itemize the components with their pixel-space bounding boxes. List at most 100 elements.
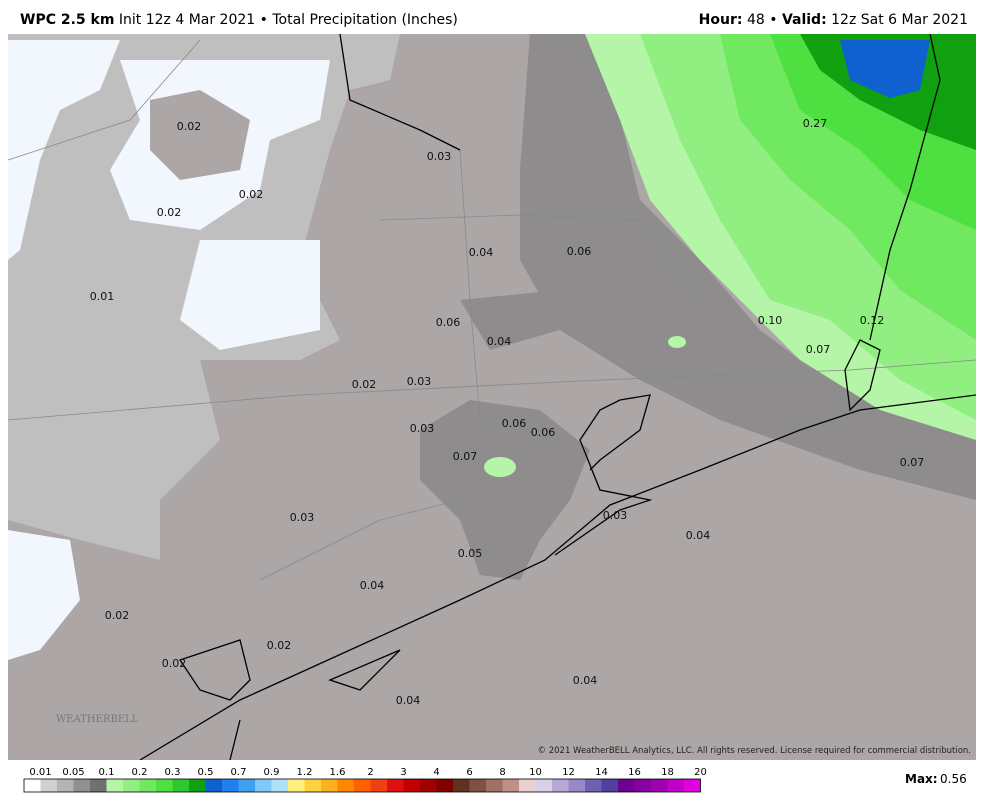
map-label: 0.06 <box>531 426 556 439</box>
colorbar-swatch <box>618 779 635 792</box>
colorbar-swatch <box>453 779 470 792</box>
colorbar-swatch <box>370 779 387 792</box>
map-label: 0.04 <box>686 529 711 542</box>
header-right: Hour: 48 • Valid: 12z Sat 6 Mar 2021 <box>699 12 968 28</box>
header: WPC 2.5 km Init 12z 4 Mar 2021 • Total P… <box>0 0 984 34</box>
colorbar-swatch <box>123 779 140 792</box>
colorbar-swatch <box>40 779 57 792</box>
colorbar-label: 0.01 <box>29 767 51 778</box>
colorbar-label: 3 <box>400 767 406 778</box>
colorbar-label: 14 <box>595 767 608 778</box>
colorbar-swatch <box>667 779 684 792</box>
map-label: 0.02 <box>352 378 377 391</box>
colorbar-swatch <box>354 779 371 792</box>
colorbar-swatch <box>321 779 338 792</box>
map-label: 0.03 <box>603 509 628 522</box>
colorbar-swatch <box>684 779 701 792</box>
colorbar-swatch <box>57 779 74 792</box>
map-label: 0.03 <box>290 511 315 524</box>
map-label: 0.02 <box>162 657 187 670</box>
colorbar-label: 1.6 <box>330 767 346 778</box>
valid-label: Valid: <box>781 12 827 28</box>
colorbar-label: 1.2 <box>297 767 313 778</box>
colorbar-swatch <box>651 779 668 792</box>
map-label: 0.06 <box>567 245 592 258</box>
map-label: 0.06 <box>502 417 527 430</box>
valid: 12z Sat 6 Mar 2021 <box>831 12 968 28</box>
map-label: 0.04 <box>396 694 421 707</box>
map-label: 0.03 <box>410 422 435 435</box>
colorbar-swatch <box>585 779 602 792</box>
colorbar-swatch <box>436 779 453 792</box>
colorbar-label: 18 <box>661 767 674 778</box>
colorbar-swatch <box>205 779 222 792</box>
logo: WEATHERBELL <box>56 714 139 725</box>
colorbar-swatch <box>601 779 618 792</box>
model: WPC 2.5 km <box>20 12 115 28</box>
sep: • <box>259 12 268 28</box>
colorbar-swatch <box>106 779 123 792</box>
map-label: 0.03 <box>407 375 432 388</box>
colorbar-swatch <box>634 779 651 792</box>
header-left: WPC 2.5 km Init 12z 4 Mar 2021 • Total P… <box>20 12 458 28</box>
colorbar-swatch <box>552 779 569 792</box>
colorbar-swatch <box>403 779 420 792</box>
colorbar-label: 4 <box>433 767 439 778</box>
colorbar-swatch <box>420 779 437 792</box>
map-label: 0.06 <box>436 316 461 329</box>
max-value: 0.56 <box>940 772 967 786</box>
map-label: 0.01 <box>90 290 115 303</box>
max-label: Max: <box>905 772 938 786</box>
colorbar-label: 0.5 <box>198 767 214 778</box>
copyright: © 2021 WeatherBELL Analytics, LLC. All r… <box>538 746 971 756</box>
colorbar-swatch <box>288 779 305 792</box>
colorbar-swatch <box>486 779 503 792</box>
map-label: 0.02 <box>267 639 292 652</box>
colorbar-label: 0.1 <box>99 767 115 778</box>
colorbar-swatch <box>387 779 404 792</box>
colorbar-label: 20 <box>694 767 707 778</box>
colorbar-swatch <box>90 779 107 792</box>
colorbar-label: 8 <box>499 767 505 778</box>
colorbar-frame <box>23 778 701 793</box>
map-label: 0.02 <box>157 206 182 219</box>
colorbar-swatch <box>222 779 239 792</box>
map-label: 0.02 <box>177 120 202 133</box>
map-label: 0.03 <box>427 150 452 163</box>
map-label: 0.07 <box>900 456 925 469</box>
colorbar-swatch <box>337 779 354 792</box>
map-label: 0.05 <box>458 547 483 560</box>
hour-label: Hour: <box>698 12 743 28</box>
colorbar-swatch <box>139 779 156 792</box>
colorbar-swatch <box>24 779 41 792</box>
colorbar-swatch <box>189 779 206 792</box>
map-label: 0.04 <box>487 335 512 348</box>
map-label: 0.04 <box>360 579 385 592</box>
init: Init 12z 4 Mar 2021 <box>118 12 256 28</box>
map-label: 0.02 <box>239 188 264 201</box>
colorbar-swatch <box>502 779 519 792</box>
colorbar-swatch <box>238 779 255 792</box>
map-label: 0.07 <box>453 450 478 463</box>
colorbar-label: 0.05 <box>62 767 84 778</box>
colorbar-label: 12 <box>562 767 575 778</box>
colorbar-swatch <box>535 779 552 792</box>
colorbar-swatch <box>156 779 173 792</box>
colorbar-label: 0.9 <box>264 767 280 778</box>
colorbar-swatch <box>519 779 536 792</box>
colorbar-swatch <box>73 779 90 792</box>
colorbar-swatch <box>304 779 321 792</box>
map-label: 0.10 <box>758 314 783 327</box>
map-label: 0.04 <box>573 674 598 687</box>
colorbar-label: 10 <box>529 767 542 778</box>
colorbar-label: 0.3 <box>165 767 181 778</box>
colorbar-swatch <box>469 779 486 792</box>
colorbar-label: 0.7 <box>231 767 247 778</box>
sep: • <box>769 12 778 28</box>
colorbar-label: 6 <box>466 767 472 778</box>
map-label: 0.04 <box>469 246 494 259</box>
map-label: 0.27 <box>803 117 828 130</box>
colorbar-label: 16 <box>628 767 641 778</box>
field: Total Precipitation (Inches) <box>272 12 458 28</box>
